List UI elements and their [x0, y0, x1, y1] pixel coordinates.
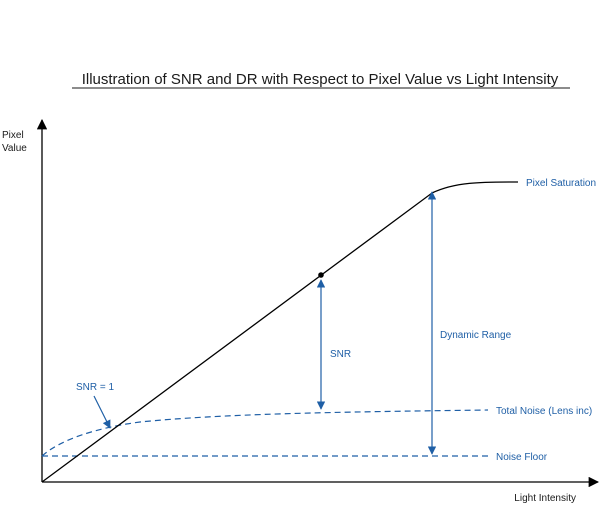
dynamic-range-label: Dynamic Range — [440, 330, 512, 341]
snr-equals-one-label: SNR = 1 — [76, 382, 115, 393]
y-axis-label-line1: Pixel — [2, 130, 24, 141]
noise-floor-label: Noise Floor — [496, 452, 548, 463]
snr-label: SNR — [330, 349, 351, 360]
diagram-title: Illustration of SNR and DR with Respect … — [82, 71, 559, 88]
signal-point — [318, 272, 324, 278]
y-axis-label-line2: Value — [2, 143, 27, 154]
pixel-saturation-label: Pixel Saturation — [526, 178, 596, 189]
x-axis-label: Light Intensity — [514, 493, 576, 504]
snr-equals-one-pointer — [93, 395, 111, 429]
total-noise-label: Total Noise (Lens inc) — [496, 406, 592, 417]
total-noise-curve — [41, 409, 489, 457]
